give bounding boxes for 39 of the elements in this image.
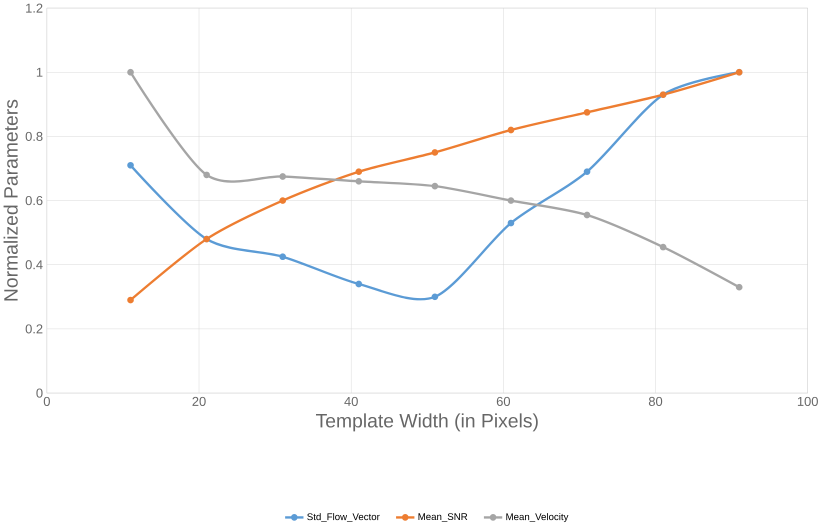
x-tick-label: 60 — [496, 396, 510, 406]
point — [279, 173, 286, 180]
point — [660, 244, 666, 250]
y-axis-title: Normalized Parameters — [4, 100, 18, 301]
y-tick-label: 0.8 — [26, 132, 42, 141]
point — [432, 149, 438, 156]
legend-label: Mean_SNR — [418, 513, 468, 522]
y-tick-label: 1.2 — [26, 4, 42, 13]
point — [508, 220, 514, 226]
point — [127, 296, 134, 304]
y-tick-label: 0 — [36, 388, 43, 398]
x-tick-label: 80 — [648, 396, 662, 406]
point — [432, 182, 438, 190]
legend-label: Std_Flow_Vector — [307, 513, 380, 522]
point — [355, 280, 362, 288]
point — [584, 168, 590, 176]
point — [355, 178, 362, 185]
x-tick-label: 20 — [192, 396, 206, 406]
point — [432, 293, 438, 300]
point — [584, 109, 590, 116]
point — [508, 197, 514, 204]
point — [127, 162, 134, 169]
point — [279, 197, 286, 204]
y-tick-label: 0.2 — [26, 324, 42, 334]
point — [279, 253, 286, 260]
x-axis-title: Template Width (in Pixels) — [316, 413, 538, 432]
point — [127, 68, 134, 76]
y-tick-label: 0.4 — [26, 260, 43, 270]
x-tick-label: 40 — [344, 396, 358, 406]
point — [508, 126, 514, 134]
point — [736, 284, 743, 291]
x-tick-label: 0 — [44, 396, 50, 406]
legend-label: Mean_Velocity — [506, 513, 568, 522]
x-tick-label: 100 — [798, 396, 818, 406]
y-tick-label: 0.6 — [26, 196, 42, 206]
point — [355, 168, 362, 176]
point — [203, 172, 210, 178]
y-tick-label: 1 — [36, 68, 42, 77]
point — [584, 212, 590, 218]
